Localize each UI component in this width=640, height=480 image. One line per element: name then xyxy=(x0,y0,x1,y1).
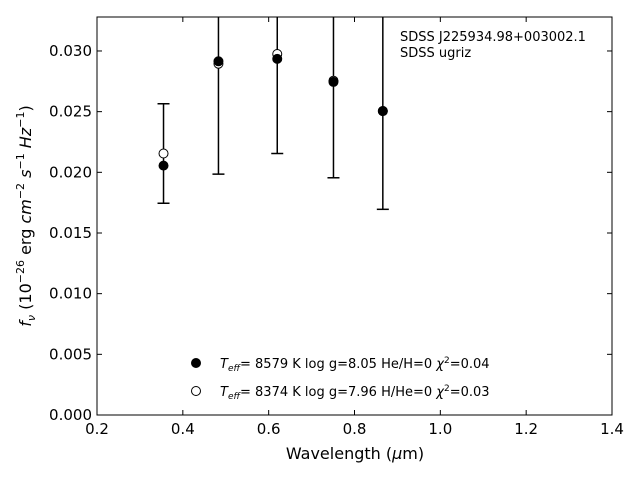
x-tick-label: 0.2 xyxy=(85,420,109,438)
y-tick-label: 0.005 xyxy=(49,345,92,363)
x-tick-label: 1.0 xyxy=(428,420,452,438)
data-markers xyxy=(158,49,388,171)
y-tick-label: 0.030 xyxy=(49,42,92,60)
legend-entry-1: Teff= 8579 K log g=8.05 He/H=0 χ2=0.04 xyxy=(220,356,490,374)
legend-filled-marker xyxy=(191,358,201,368)
x-tick-label: 0.8 xyxy=(343,420,367,438)
y-axis-label: fν (10−26 erg cm−2 s−1 Hz−1) xyxy=(14,105,38,326)
legend-entry-2: Teff= 8374 K log g=7.96 H/He=0 χ2=0.03 xyxy=(220,384,490,402)
photometry-label: SDSS ugriz xyxy=(400,46,471,61)
plot-frame xyxy=(96,16,613,416)
x-axis-label: Wavelength (μm) xyxy=(286,444,424,463)
y-tick-label: 0.020 xyxy=(49,163,92,181)
tick-labels: 0.2 0.4 0.6 0.8 1.0 1.2 1.4 0.000 0.005 0.010 0.01… xyxy=(49,42,624,438)
y-tick-label: 0.010 xyxy=(49,285,92,303)
error-bars xyxy=(157,17,389,211)
filled-circle-point xyxy=(213,56,224,67)
y-tick-label: 0.015 xyxy=(49,224,92,242)
axis-ticks xyxy=(96,17,613,416)
filled-circle-point xyxy=(328,76,339,87)
y-tick-label: 0.025 xyxy=(49,103,92,121)
filled-circle-point xyxy=(272,53,283,64)
x-tick-label: 1.2 xyxy=(514,420,538,438)
y-tick-label: 0.000 xyxy=(49,406,92,424)
object-name-label: SDSS J225934.98+003002.1 xyxy=(400,30,586,45)
x-tick-label: 1.4 xyxy=(600,420,624,438)
filled-circle-point xyxy=(158,160,169,171)
legend-open-marker xyxy=(191,386,201,396)
x-tick-label: 0.4 xyxy=(171,420,195,438)
filled-circle-point xyxy=(377,106,388,117)
open-circle-point xyxy=(158,148,169,159)
legend: Teff= 8579 K log g=8.05 He/H=0 χ2=0.04 T… xyxy=(191,356,490,402)
x-tick-label: 0.6 xyxy=(257,420,281,438)
